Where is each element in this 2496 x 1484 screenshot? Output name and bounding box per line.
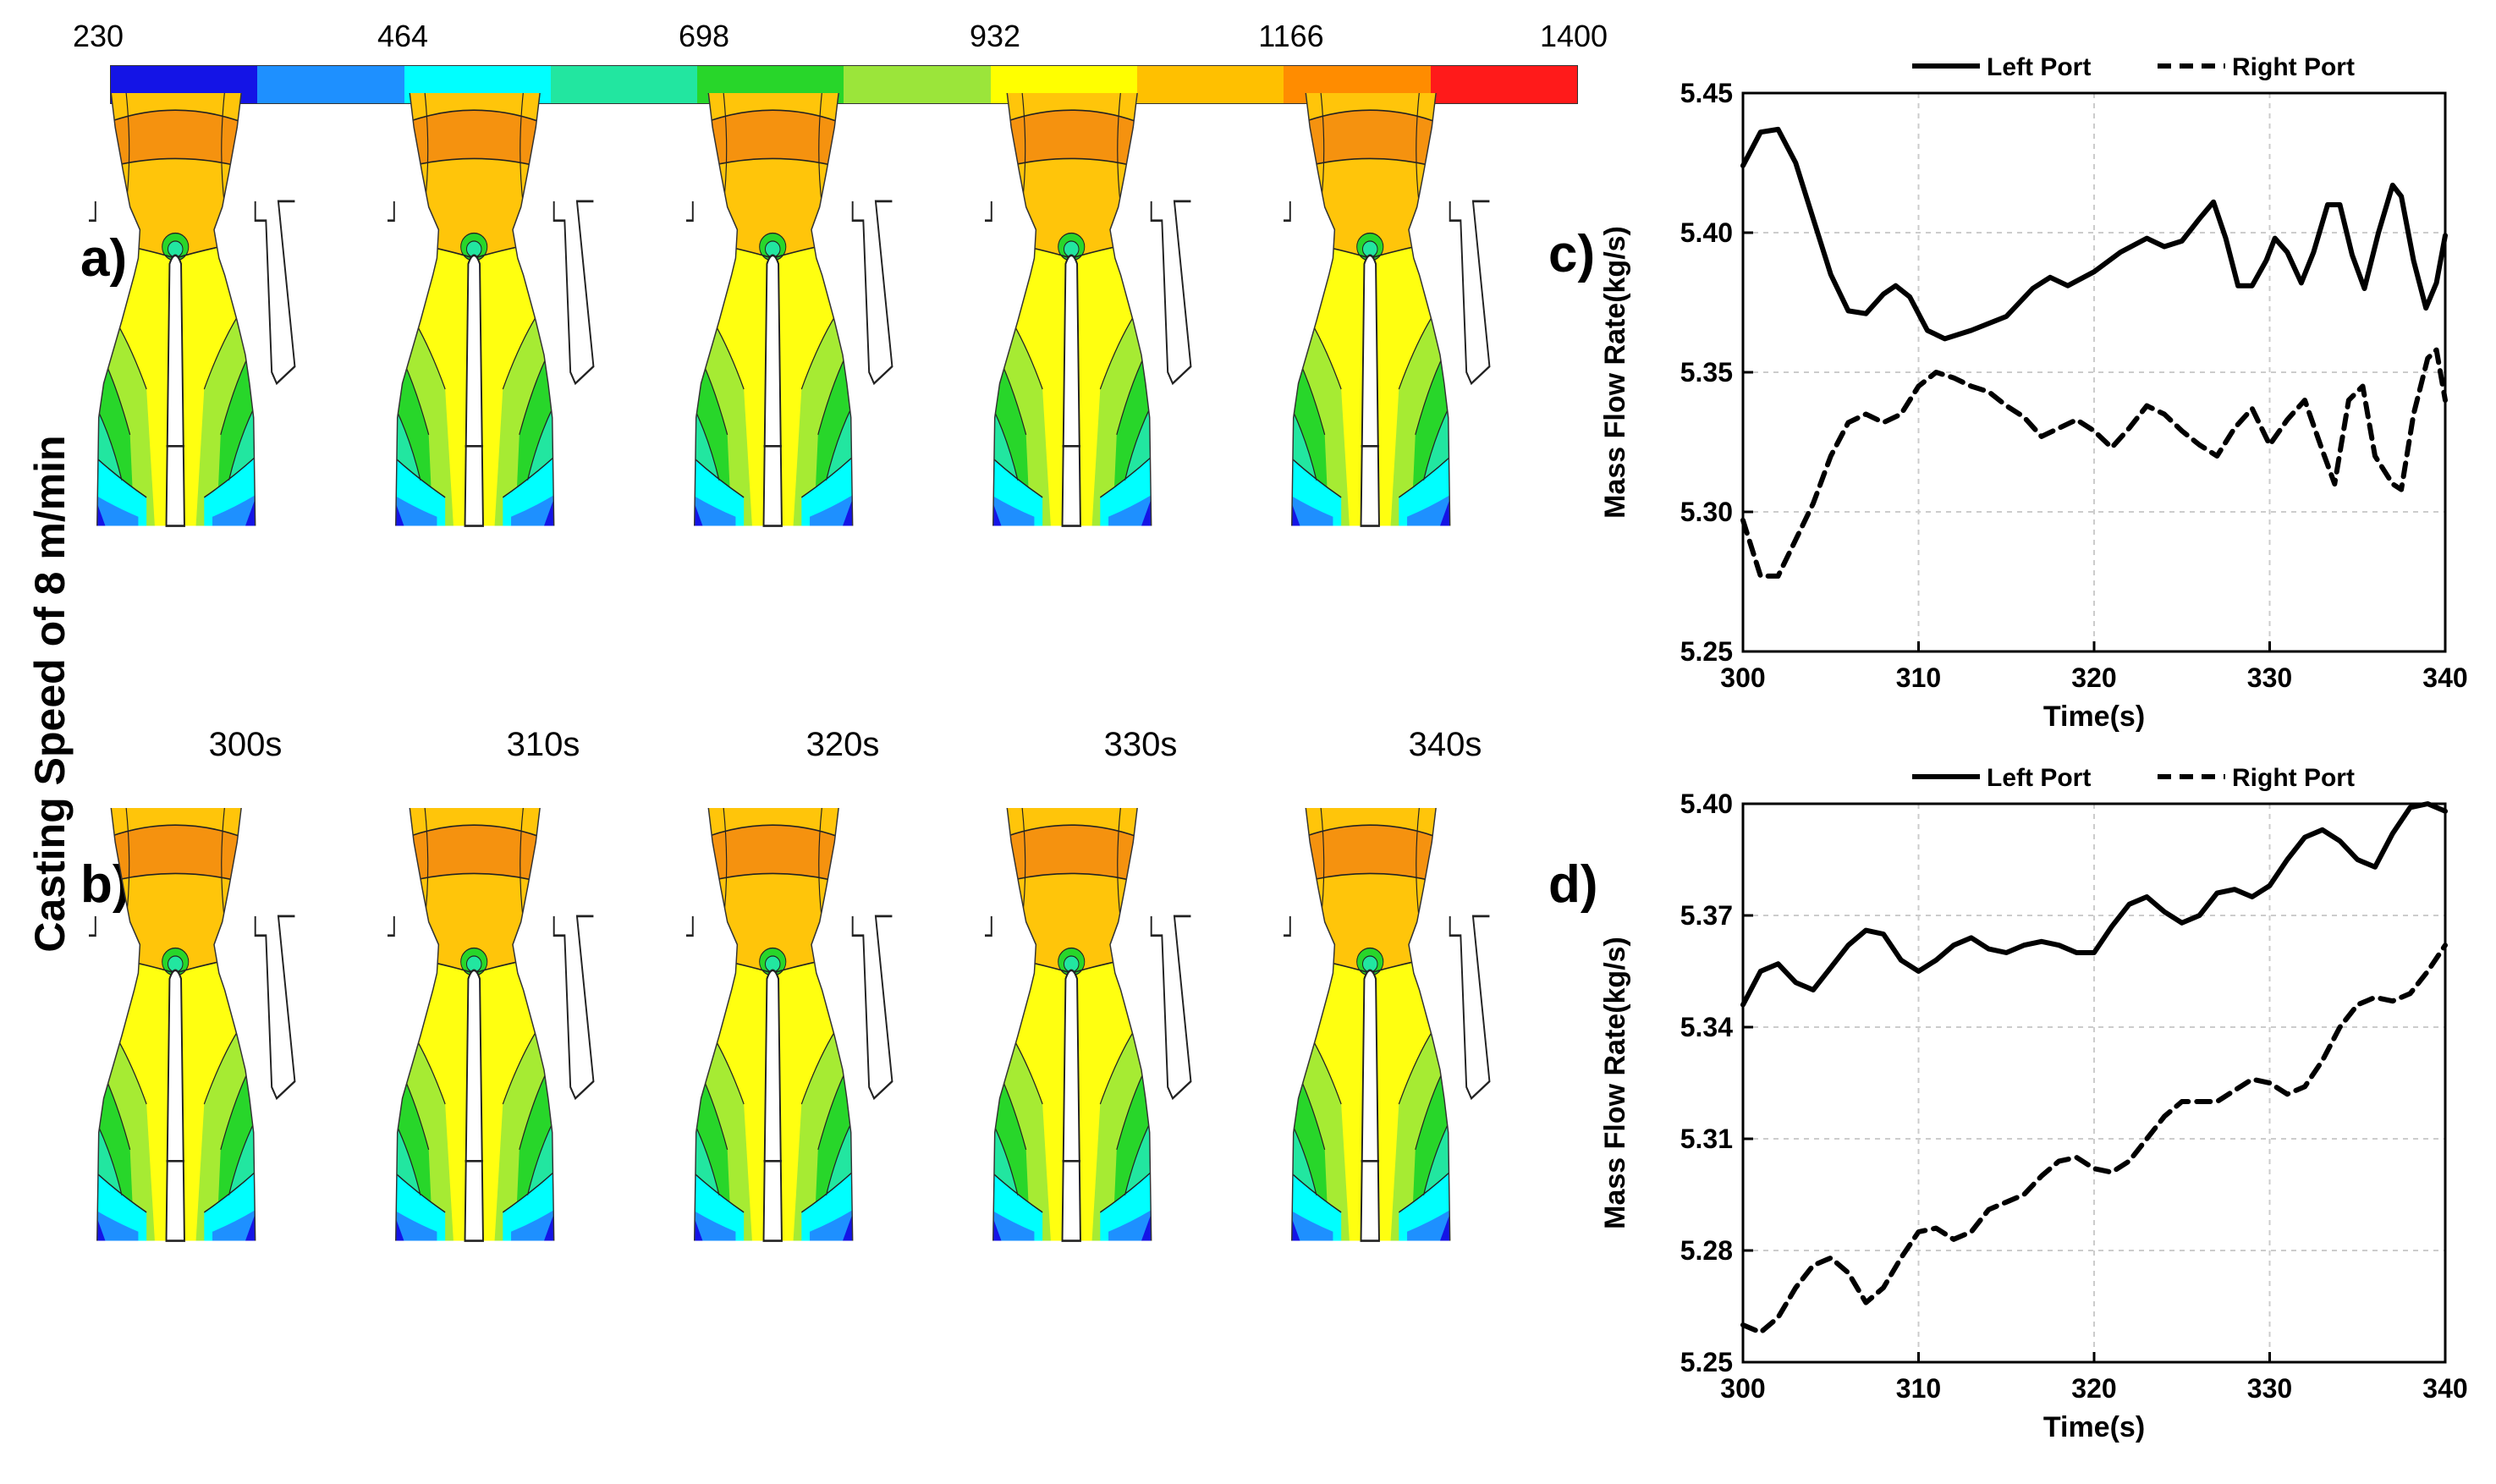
y-tick-label: 5.31 — [1680, 1124, 1733, 1154]
contour-snapshot — [89, 93, 402, 685]
colorbar-tick: 1166 — [1258, 19, 1324, 53]
colorbar-tick: 464 — [377, 19, 429, 53]
x-tick-label: 340 — [2422, 1373, 2467, 1404]
contour-snapshot — [686, 93, 999, 685]
panel-label-a: a) — [80, 229, 128, 288]
colorbar-segments — [111, 66, 1577, 103]
y-tick-label: 5.40 — [1680, 789, 1733, 819]
legend-label: Right Port — [2232, 764, 2355, 792]
series-line-right-port — [1740, 943, 2448, 1335]
contour-snapshot — [985, 808, 1298, 1400]
chart-c: 300 310 320 330 340 5.25 5.30 5.35 5.40 5.45 Time(… — [1599, 53, 2468, 733]
contour-snapshot — [388, 808, 701, 1400]
x-tick-label: 320 — [2071, 1373, 2116, 1404]
panel-label-c: c) — [1548, 225, 1596, 283]
x-tick-label: 330 — [2247, 662, 2292, 693]
x-tick-label: 300 — [1720, 1373, 1765, 1404]
x-axis-label: Time(s) — [2043, 701, 2145, 733]
y-axis-label: Mass Flow Rate(kg/s) — [1599, 937, 1631, 1229]
colorbar-segment — [1430, 66, 1577, 103]
y-tick-label: 5.25 — [1680, 1347, 1733, 1377]
y-tick-label: 5.40 — [1680, 217, 1733, 248]
side-title: Casting Speed of 8 m/min — [26, 435, 74, 953]
contour-snapshot — [388, 93, 701, 685]
y-tick-label: 5.28 — [1680, 1235, 1733, 1266]
colorbar — [110, 65, 1578, 104]
contour-snapshot — [985, 93, 1298, 685]
x-tick-label: 310 — [1896, 662, 1941, 693]
x-tick-label: 320 — [2071, 662, 2116, 693]
colorbar-tick: 1400 — [1539, 19, 1608, 53]
y-axis-label: Mass Flow Rate(kg/s) — [1599, 226, 1631, 519]
contour-snapshot — [686, 808, 999, 1400]
y-tick-label: 5.45 — [1680, 78, 1733, 108]
contour-snapshot — [89, 808, 402, 1400]
y-tick-label: 5.30 — [1680, 497, 1733, 527]
legend-label: Left Port — [1987, 764, 2091, 792]
contour-snapshot — [1284, 93, 1597, 685]
legend-label: Right Port — [2232, 53, 2355, 81]
time-label: 310s — [506, 726, 580, 763]
colorbar-tick: 230 — [72, 19, 124, 53]
contour-snapshot — [1284, 808, 1597, 1400]
series-line-right-port — [1740, 347, 2448, 579]
y-tick-label: 5.35 — [1680, 357, 1733, 387]
panel-label-d: d) — [1548, 855, 1598, 914]
colorbar-segment — [1137, 66, 1284, 103]
y-tick-label: 5.25 — [1680, 636, 1733, 667]
colorbar-segment — [257, 66, 404, 103]
time-label: 340s — [1408, 726, 1482, 763]
x-tick-label: 310 — [1896, 1373, 1941, 1404]
colorbar-tick: 932 — [969, 19, 1021, 53]
time-label: 320s — [805, 726, 880, 763]
colorbar-segment — [550, 66, 698, 103]
time-label: 300s — [208, 726, 283, 763]
x-axis-label: Time(s) — [2043, 1411, 2145, 1443]
colorbar-tick: 698 — [678, 19, 730, 53]
x-tick-label: 300 — [1720, 662, 1765, 693]
legend-label: Left Port — [1987, 53, 2091, 81]
time-label: 330s — [1103, 726, 1178, 763]
x-tick-label: 340 — [2422, 662, 2467, 693]
colorbar-segment — [844, 66, 991, 103]
series-line-left-port — [1740, 126, 2448, 342]
y-tick-label: 5.37 — [1680, 900, 1733, 931]
y-tick-label: 5.34 — [1680, 1012, 1733, 1042]
x-tick-label: 330 — [2247, 1373, 2292, 1404]
series-line-left-port — [1740, 801, 2448, 1008]
chart-d: 300 310 320 330 340 5.25 5.28 5.31 5.34 5.37 5.40 T… — [1599, 764, 2468, 1443]
